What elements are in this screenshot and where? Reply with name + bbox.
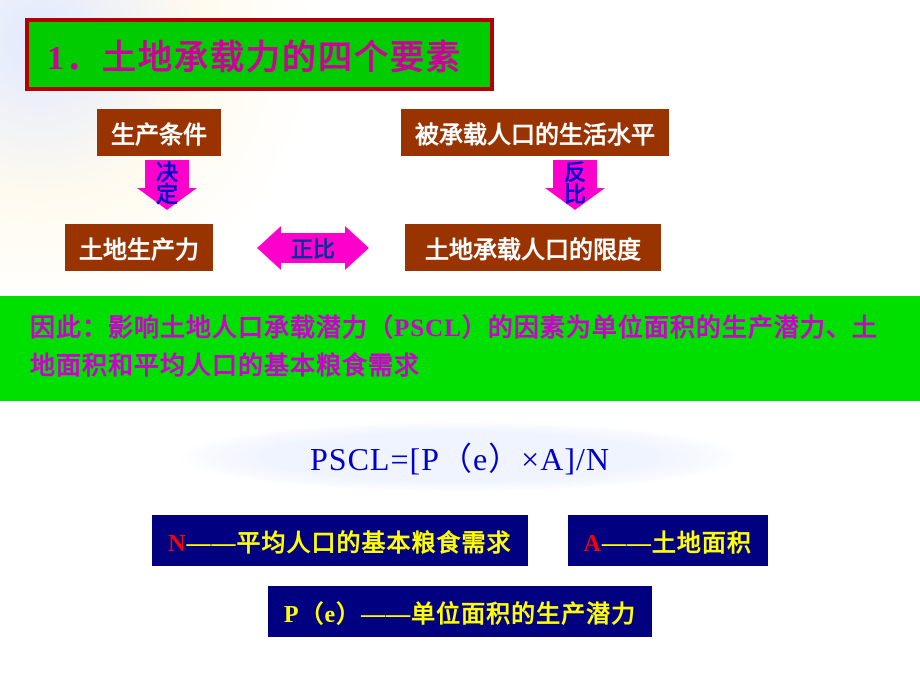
down-arrows-row: 决 定 反 比 bbox=[25, 160, 895, 220]
slide-title: 1．土地承载力的四个要素 bbox=[25, 18, 494, 91]
arrow-inverse: 反 比 bbox=[545, 160, 605, 210]
arrow-determine: 决 定 bbox=[137, 160, 197, 210]
arrow-inverse-l1: 反 bbox=[545, 162, 605, 184]
box-living-standard: 被承载人口的生活水平 bbox=[401, 109, 669, 156]
def-p: P（e）——单位面积的生产潜力 bbox=[268, 586, 652, 637]
arrow-determine-l2: 定 bbox=[137, 184, 197, 206]
def-p-txt: ——单位面积的生产潜力 bbox=[361, 602, 636, 628]
definitions-row-1: N——平均人口的基本粮食需求 A——土地面积 bbox=[25, 515, 895, 566]
formula-text: PSCL=[P（e）×A]/N bbox=[310, 434, 610, 480]
arrow-proportional: 正比 bbox=[257, 226, 369, 270]
arrow-proportional-label: 正比 bbox=[281, 233, 345, 263]
def-n-var: N bbox=[168, 531, 186, 557]
conclusion-band: 因此：影响土地人口承载潜力（PSCL）的因素为单位面积的生产潜力、土地面积和平均… bbox=[0, 296, 920, 401]
title-number: 1 bbox=[47, 40, 66, 77]
slide-content: 1．土地承载力的四个要素 生产条件 被承载人口的生活水平 决 定 反 比 土地生… bbox=[0, 0, 920, 637]
arrow-inverse-l2: 比 bbox=[545, 184, 605, 206]
formula-container: PSCL=[P（e）×A]/N bbox=[25, 423, 895, 491]
top-boxes-row: 生产条件 被承载人口的生活水平 bbox=[25, 109, 895, 156]
box-carrying-limit: 土地承载人口的限度 bbox=[405, 224, 661, 271]
box-production-conditions: 生产条件 bbox=[97, 109, 221, 156]
def-a-txt: ——土地面积 bbox=[602, 531, 752, 557]
def-n: N——平均人口的基本粮食需求 bbox=[152, 515, 527, 566]
arrow-determine-l1: 决 bbox=[137, 162, 197, 184]
def-p-var: P（e） bbox=[284, 602, 361, 628]
def-n-txt: ——平均人口的基本粮食需求 bbox=[187, 531, 512, 557]
bottom-boxes-row: 土地生产力 正比 土地承载人口的限度 bbox=[25, 224, 895, 270]
formula-ellipse: PSCL=[P（e）×A]/N bbox=[140, 423, 780, 491]
def-a-var: A bbox=[584, 531, 602, 557]
definitions-row-2: P（e）——单位面积的生产潜力 bbox=[25, 586, 895, 637]
title-sep: ． bbox=[66, 40, 102, 77]
def-a: A——土地面积 bbox=[568, 515, 768, 566]
box-land-productivity: 土地生产力 bbox=[65, 224, 213, 271]
title-text: 土地承载力的四个要素 bbox=[102, 40, 462, 77]
